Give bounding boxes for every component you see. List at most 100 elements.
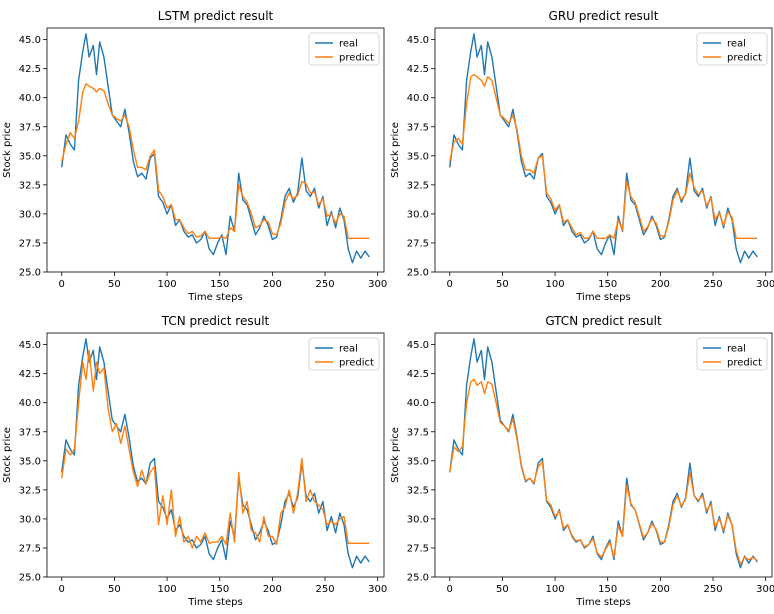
gru-xtick-label: 200 bbox=[651, 279, 670, 290]
tcn-ytick-label: 42.5 bbox=[19, 369, 41, 380]
gru-xtick-label: 100 bbox=[546, 279, 565, 290]
tcn-ytick-label: 35.0 bbox=[19, 456, 41, 467]
tcn-xtick-label: 200 bbox=[263, 584, 282, 595]
tcn-xtick-label: 100 bbox=[158, 584, 177, 595]
tcn-ytick-label: 37.5 bbox=[19, 427, 41, 438]
gtcn-legend-label-real: real bbox=[727, 344, 746, 355]
lstm-legend-label-real: real bbox=[339, 39, 358, 50]
gtcn-xtick-label: 0 bbox=[447, 584, 453, 595]
gtcn-chart: 0 50 100 150 200 250 300 25.0 27.5 30.0 32.5 35.0 37… bbox=[390, 314, 774, 608]
tcn-xtick-label: 50 bbox=[108, 584, 121, 595]
lstm-xtick-label: 200 bbox=[263, 279, 282, 290]
gru-ytick-label: 30.0 bbox=[407, 209, 429, 220]
lstm-ytick-label: 37.5 bbox=[19, 122, 41, 133]
lstm-xtick-label: 150 bbox=[210, 279, 229, 290]
tcn-chart: 0 50 100 150 200 250 300 25.0 27.5 30.0 32.5 35.0 37… bbox=[2, 314, 387, 608]
gru-xtick-label: 150 bbox=[598, 279, 617, 290]
gru-ytick-label: 35.0 bbox=[407, 151, 429, 162]
lstm-ytick-label: 25.0 bbox=[19, 268, 41, 279]
gru-ytick-label: 45.0 bbox=[407, 35, 429, 46]
gtcn-series-predict-line bbox=[449, 378, 758, 565]
gru-ytick-label: 27.5 bbox=[407, 238, 429, 249]
tcn-series-real-line bbox=[61, 338, 370, 569]
tcn-legend-label-predict: predict bbox=[339, 358, 374, 369]
gtcn-ytick-label: 42.5 bbox=[407, 369, 429, 380]
gtcn-x-axis-label: Time steps bbox=[575, 597, 631, 608]
gtcn-xtick-label: 150 bbox=[598, 584, 617, 595]
gtcn-xtick-label: 300 bbox=[756, 584, 774, 595]
gru-ytick-label: 37.5 bbox=[407, 122, 429, 133]
gtcn-legend: real predict bbox=[696, 337, 768, 371]
gru-xtick-label: 300 bbox=[756, 279, 774, 290]
tcn-xtick-label: 300 bbox=[368, 584, 387, 595]
gtcn-axes-frame bbox=[434, 332, 773, 578]
gtcn-xtick-label: 50 bbox=[496, 584, 509, 595]
gru-ytick-label: 42.5 bbox=[407, 64, 429, 75]
gru-legend-label-real: real bbox=[727, 39, 746, 50]
gtcn-xtick-label: 100 bbox=[546, 584, 565, 595]
lstm-y-axis-label: Stock price bbox=[2, 122, 13, 178]
gtcn-ytick-label: 25.0 bbox=[407, 573, 429, 584]
gru-chart-title: GRU predict result bbox=[549, 9, 659, 23]
tcn-ytick-label: 27.5 bbox=[19, 543, 41, 554]
tcn-xtick-label: 250 bbox=[315, 584, 334, 595]
gru-legend: real predict bbox=[696, 32, 768, 66]
tcn-ytick-label: 30.0 bbox=[19, 514, 41, 525]
gtcn-ytick-label: 45.0 bbox=[407, 340, 429, 351]
gru-xtick-label: 250 bbox=[703, 279, 722, 290]
tcn-ytick-label: 40.0 bbox=[19, 398, 41, 409]
lstm-axes-frame bbox=[46, 27, 385, 273]
tcn-xtick-label: 0 bbox=[59, 584, 65, 595]
lstm-xtick-label: 50 bbox=[108, 279, 121, 290]
tcn-chart-title: TCN predict result bbox=[161, 314, 270, 328]
gru-chart: 0 50 100 150 200 250 300 25.0 27.5 30.0 32.5 35.0 37… bbox=[390, 9, 774, 303]
gtcn-xtick-label: 200 bbox=[651, 584, 670, 595]
lstm-ytick-label: 35.0 bbox=[19, 151, 41, 162]
gru-legend-label-predict: predict bbox=[727, 53, 762, 64]
gtcn-series-real-line bbox=[449, 338, 758, 569]
gru-xtick-label: 0 bbox=[447, 279, 453, 290]
gru-xtick-label: 50 bbox=[496, 279, 509, 290]
tcn-ytick-label: 32.5 bbox=[19, 485, 41, 496]
tcn-legend: real predict bbox=[308, 337, 380, 371]
tcn-axes-frame bbox=[46, 332, 385, 578]
gtcn-ytick-label: 32.5 bbox=[407, 485, 429, 496]
gtcn-ytick-label: 40.0 bbox=[407, 398, 429, 409]
gtcn-ytick-label: 35.0 bbox=[407, 456, 429, 467]
gru-ytick-label: 32.5 bbox=[407, 180, 429, 191]
tcn-y-axis-label: Stock price bbox=[2, 427, 13, 483]
tcn-xtick-label: 150 bbox=[210, 584, 229, 595]
lstm-series-real-line bbox=[61, 33, 370, 264]
gtcn-ytick-label: 27.5 bbox=[407, 543, 429, 554]
lstm-xtick-label: 250 bbox=[315, 279, 334, 290]
lstm-ytick-label: 32.5 bbox=[19, 180, 41, 191]
gru-ytick-label: 25.0 bbox=[407, 268, 429, 279]
lstm-ytick-label: 42.5 bbox=[19, 64, 41, 75]
lstm-ytick-label: 45.0 bbox=[19, 35, 41, 46]
tcn-series-predict-line bbox=[61, 349, 370, 549]
tcn-legend-label-real: real bbox=[339, 344, 358, 355]
tcn-x-axis-label: Time steps bbox=[187, 597, 243, 608]
gru-series-real-line bbox=[449, 33, 758, 264]
gru-ytick-label: 40.0 bbox=[407, 93, 429, 104]
gtcn-chart-title: GTCN predict result bbox=[545, 314, 662, 328]
tcn-ytick-label: 25.0 bbox=[19, 573, 41, 584]
lstm-xtick-label: 100 bbox=[158, 279, 177, 290]
gtcn-y-axis-label: Stock price bbox=[390, 427, 401, 483]
gtcn-ytick-label: 30.0 bbox=[407, 514, 429, 525]
lstm-xtick-label: 300 bbox=[368, 279, 387, 290]
gru-axes-frame bbox=[434, 27, 773, 273]
gtcn-ytick-label: 37.5 bbox=[407, 427, 429, 438]
lstm-legend-label-predict: predict bbox=[339, 53, 374, 64]
lstm-xtick-label: 0 bbox=[59, 279, 65, 290]
gru-x-axis-label: Time steps bbox=[575, 292, 631, 303]
gru-y-axis-label: Stock price bbox=[390, 122, 401, 178]
gru-series-predict-line bbox=[449, 73, 758, 240]
tcn-ytick-label: 45.0 bbox=[19, 340, 41, 351]
lstm-ytick-label: 40.0 bbox=[19, 93, 41, 104]
gtcn-xtick-label: 250 bbox=[703, 584, 722, 595]
lstm-x-axis-label: Time steps bbox=[187, 292, 243, 303]
lstm-chart-title: LSTM predict result bbox=[158, 9, 274, 23]
